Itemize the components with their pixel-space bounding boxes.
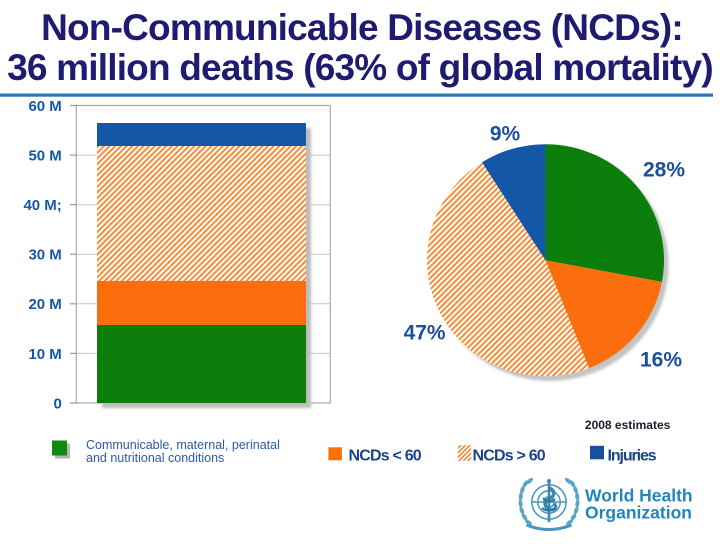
svg-text:and nutritional conditions: and nutritional conditions [86,451,224,465]
svg-text:NCDs < 60: NCDs < 60 [349,448,422,465]
svg-text:60 M: 60 M [28,98,61,115]
svg-text:Non-Communicable Diseases (NCD: Non-Communicable Diseases (NCDs): [41,7,683,48]
svg-text:2008 estimates: 2008 estimates [585,418,671,432]
svg-text:Injuries: Injuries [608,448,657,465]
svg-text:9%: 9% [490,123,521,146]
svg-text:47%: 47% [404,322,446,345]
svg-text:36 million deaths (63% of glob: 36 million deaths (63% of global mortali… [7,47,713,88]
svg-text:16%: 16% [640,348,682,371]
svg-text:30 M: 30 M [28,247,61,264]
svg-text:Communicable, maternal, perina: Communicable, maternal, perinatal [86,438,280,452]
svg-text:Organization: Organization [585,503,692,523]
svg-text:28%: 28% [643,159,685,182]
svg-text:50 M: 50 M [28,148,61,165]
svg-text:10 M: 10 M [28,346,61,363]
svg-text:NCDs > 60: NCDs > 60 [473,448,546,465]
svg-text:World Health: World Health [585,486,693,506]
svg-text:0: 0 [53,395,61,412]
svg-text:20 M: 20 M [28,296,61,313]
svg-text:40 M;: 40 M; [23,197,61,214]
